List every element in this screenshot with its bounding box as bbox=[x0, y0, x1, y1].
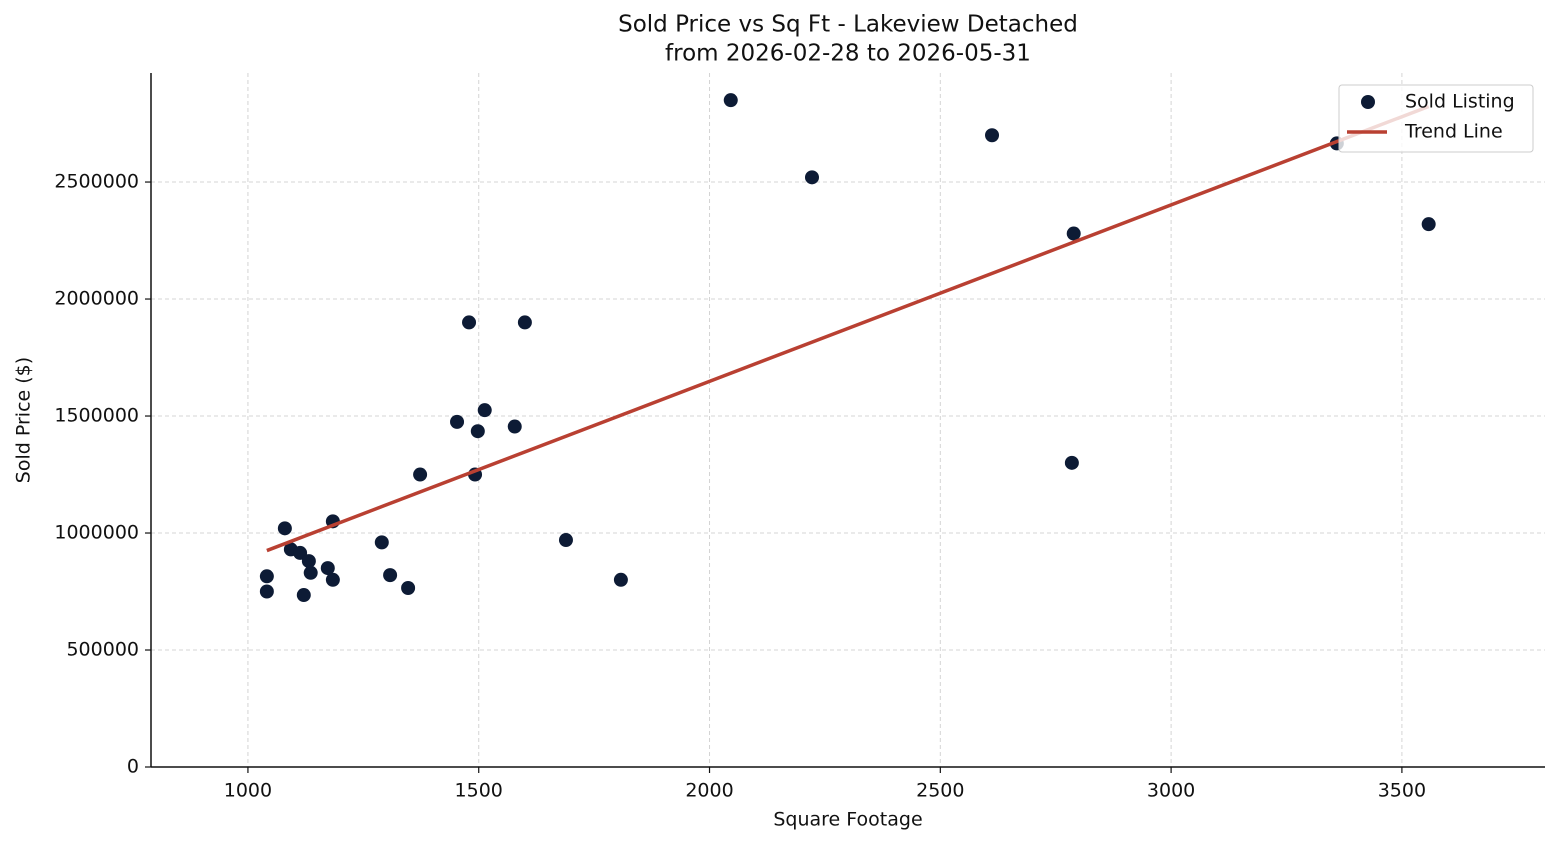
data-point bbox=[613, 572, 628, 587]
x-tick-label: 2500 bbox=[916, 780, 964, 802]
chart-subtitle: from 2026-02-28 to 2026-05-31 bbox=[665, 41, 1031, 67]
y-tick-label: 1000000 bbox=[54, 522, 139, 544]
data-point bbox=[277, 521, 292, 536]
y-tick-label: 2000000 bbox=[54, 288, 139, 310]
y-tick-label: 0 bbox=[127, 756, 139, 778]
legend-label: Sold Listing bbox=[1405, 91, 1515, 113]
data-point bbox=[259, 584, 274, 599]
chart-title: Sold Price vs Sq Ft - Lakeview Detached bbox=[618, 12, 1078, 38]
data-point bbox=[303, 565, 318, 580]
y-tick-label: 500000 bbox=[66, 639, 139, 661]
x-tick-label: 3500 bbox=[1378, 780, 1426, 802]
data-point bbox=[259, 569, 274, 584]
data-point bbox=[301, 554, 316, 569]
data-point bbox=[1066, 226, 1081, 241]
y-axis-label: Sold Price ($) bbox=[13, 357, 35, 483]
data-point bbox=[296, 588, 311, 603]
data-point bbox=[374, 535, 389, 550]
data-point bbox=[325, 572, 340, 587]
data-point bbox=[1064, 455, 1079, 470]
data-point bbox=[470, 424, 485, 439]
legend-label: Trend Line bbox=[1404, 121, 1503, 143]
x-axis-label: Square Footage bbox=[773, 809, 922, 831]
data-point bbox=[383, 568, 398, 583]
data-point bbox=[450, 414, 465, 429]
data-point bbox=[723, 93, 738, 108]
legend-swatch bbox=[1361, 95, 1375, 109]
data-point bbox=[558, 533, 573, 548]
data-point bbox=[1421, 217, 1436, 232]
data-point bbox=[293, 545, 308, 560]
x-tick-label: 1500 bbox=[455, 780, 503, 802]
trend-line bbox=[266, 104, 1430, 553]
data-point bbox=[985, 128, 1000, 143]
y-tick-label: 2500000 bbox=[54, 171, 139, 193]
y-tick-label: 1500000 bbox=[54, 405, 139, 427]
data-point bbox=[517, 315, 532, 330]
data-point bbox=[804, 170, 819, 185]
data-point bbox=[413, 467, 428, 482]
data-point bbox=[320, 561, 335, 576]
x-tick-label: 3000 bbox=[1147, 780, 1195, 802]
x-tick-label: 1000 bbox=[224, 780, 272, 802]
data-point bbox=[462, 315, 477, 330]
data-point bbox=[477, 403, 492, 418]
legend-box bbox=[1338, 84, 1534, 153]
data-point bbox=[507, 419, 522, 434]
data-point bbox=[401, 581, 416, 596]
x-tick-label: 2000 bbox=[685, 780, 733, 802]
